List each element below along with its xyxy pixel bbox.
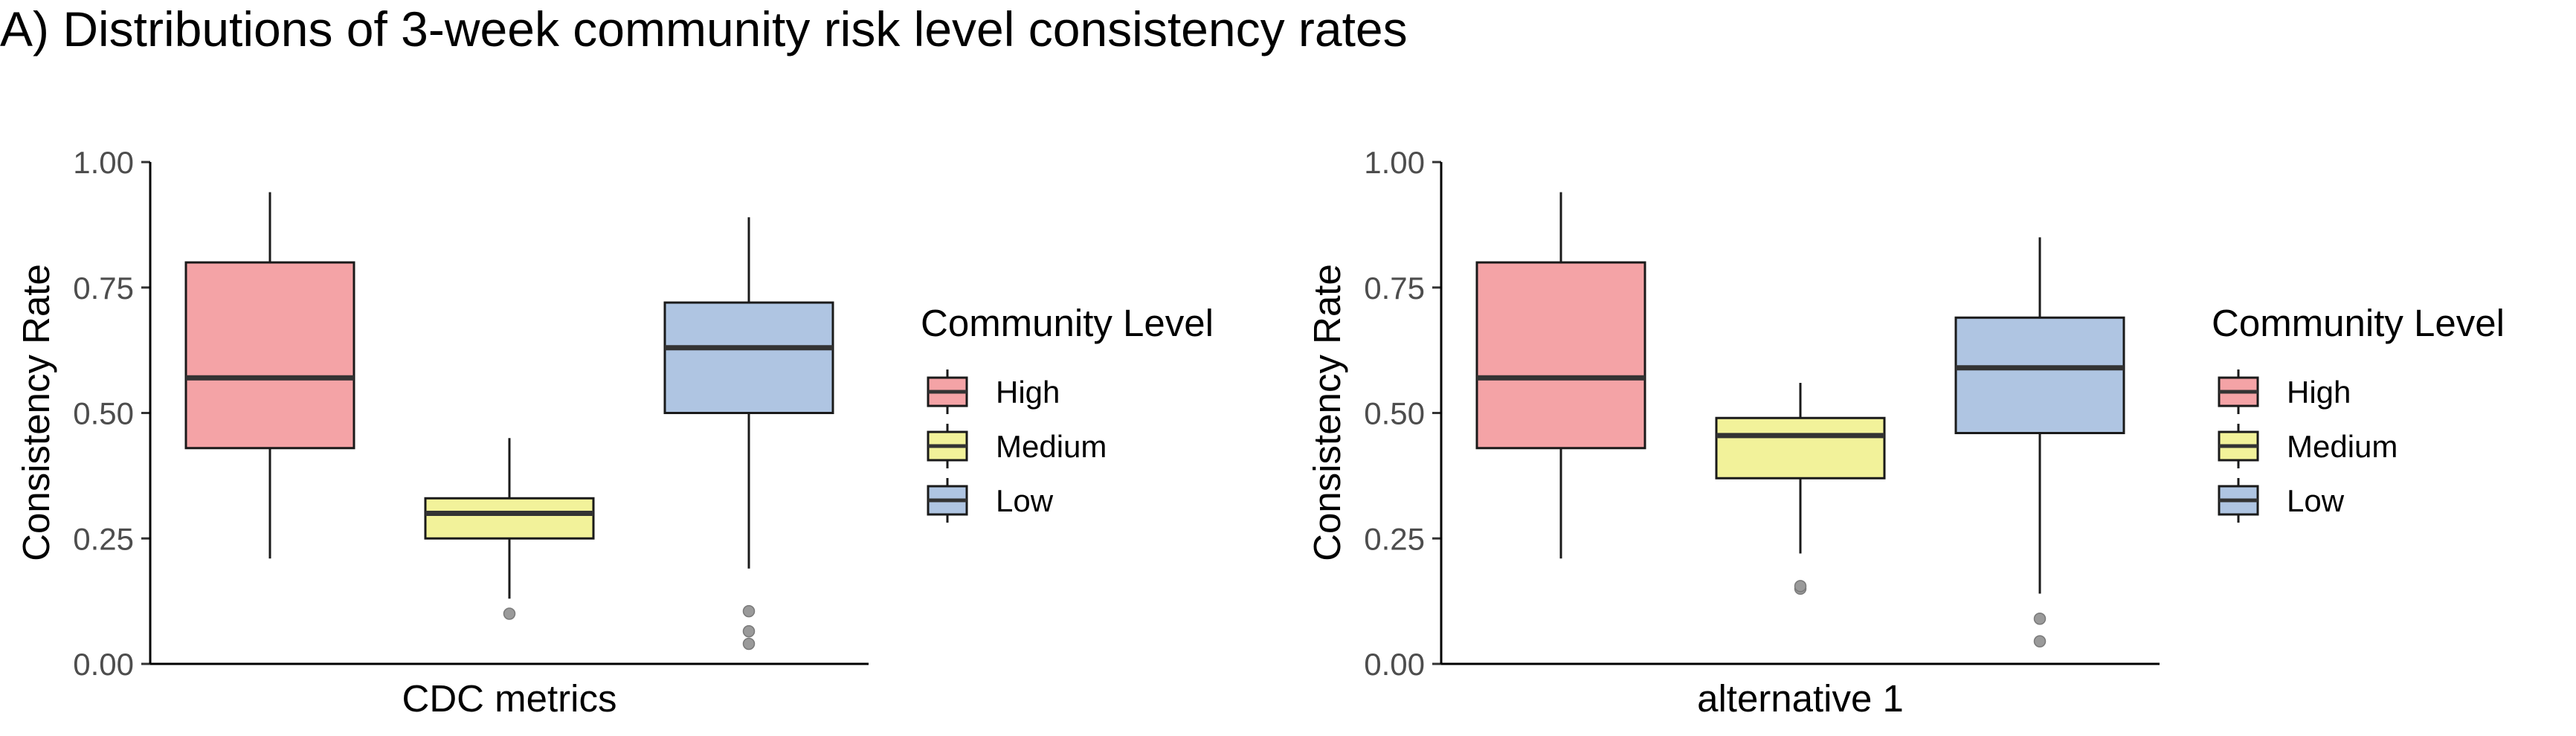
legend-title: Community Level [2212,302,2505,344]
chart-panel-cdc-metrics: Consistency Rate 0.00 0.25 0.50 0.75 1.00 CD… [15,145,1214,720]
legend-label: High [996,375,1060,410]
box-group [1475,192,2125,648]
box-iqr [1475,261,1646,450]
legend-key-medium [927,424,968,468]
y-tick-label: 0.50 [1364,396,1425,431]
y-tick-labels: 0.00 0.25 0.50 0.75 1.00 [1364,145,1441,682]
y-tick-labels: 0.00 0.25 0.50 0.75 1.00 [73,145,150,682]
box-medium [424,438,595,620]
legend-label: Medium [2287,429,2398,464]
chart-panel-alternative-1: Consistency Rate 0.00 0.25 0.50 0.75 1.00 al… [1306,145,2505,720]
x-axis-label: CDC metrics [402,677,617,720]
figure-title: A) Distributions of 3-week community ris… [0,1,1408,57]
box-group [184,192,834,651]
legend-label: Low [2287,483,2345,518]
outlier-point [1794,580,1807,593]
y-tick-label: 0.00 [1364,647,1425,682]
box-iqr [1715,416,1886,480]
y-tick-label: 0.00 [73,647,134,682]
outlier-point [2033,635,2047,648]
outlier-point [2033,613,2047,625]
box-iqr [184,261,355,450]
y-axis-label: Consistency Rate [15,264,57,561]
outlier-point [742,637,756,651]
legend-title: Community Level [921,302,1214,344]
legend-key-high [2218,369,2259,414]
box-iqr [1954,316,2125,434]
box-iqr [663,301,834,414]
outlier-point [503,607,516,620]
outlier-point [742,624,756,638]
y-tick-label: 0.25 [73,521,134,556]
y-tick-label: 1.00 [73,145,134,180]
box-low [663,217,834,651]
x-axis-label: alternative 1 [1697,677,1904,720]
y-tick-label: 0.25 [1364,521,1425,556]
legend-key-medium [2218,424,2259,468]
legend-key-low [2218,478,2259,523]
y-tick-label: 1.00 [1364,145,1425,180]
legend: Community Level High Medium Low [921,302,1214,523]
box-high [184,192,355,559]
y-tick-label: 0.75 [1364,271,1425,306]
box-medium [1715,383,1886,595]
legend-label: Medium [996,429,1107,464]
y-tick-label: 0.50 [73,396,134,431]
legend-label: High [2287,375,2351,410]
outlier-point [742,604,756,618]
legend-key-high [927,369,968,414]
box-low [1954,237,2125,648]
legend: Community Level High Medium Low [2212,302,2505,523]
box-iqr [424,497,595,540]
legend-key-low [927,478,968,523]
y-axis-label: Consistency Rate [1306,264,1348,561]
legend-label: Low [996,483,1054,518]
y-tick-label: 0.75 [73,271,134,306]
box-high [1475,192,1646,559]
